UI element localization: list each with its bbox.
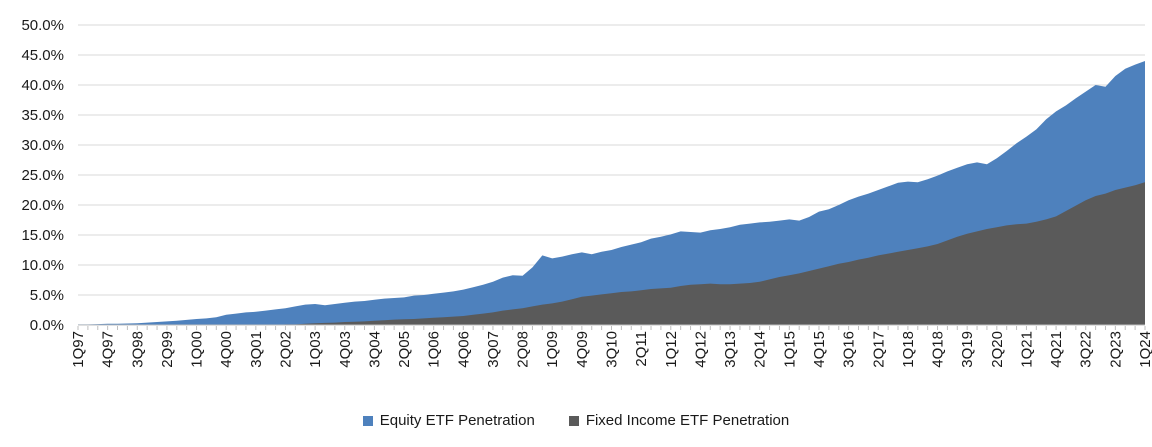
fixed-income-legend-label: Fixed Income ETF Penetration	[585, 412, 790, 429]
x-axis-tick-label: 4Q18	[930, 331, 947, 368]
x-axis-tick-label: 3Q10	[604, 331, 621, 368]
y-axis-tick-label: 25.0%	[21, 167, 64, 184]
x-axis-tick-label: 2Q08	[515, 331, 532, 368]
equity-legend-swatch	[362, 415, 373, 426]
x-axis-tick-label: 4Q12	[692, 331, 709, 368]
x-axis-tick-label: 1Q03	[307, 331, 324, 368]
x-axis-tick-label: 4Q00	[218, 331, 235, 368]
x-axis-tick-label: 2Q02	[277, 331, 294, 368]
x-axis-tick-label: 3Q22	[1078, 331, 1095, 368]
x-axis-tick-label: 3Q19	[959, 331, 976, 368]
x-axis-tick-label: 2Q17	[870, 331, 887, 368]
x-axis-tick-label: 1Q24	[1137, 331, 1152, 368]
x-axis-tick-label: 1Q00	[189, 331, 206, 368]
x-axis-tick-label: 4Q06	[455, 331, 472, 368]
x-axis-tick-label: 4Q21	[1048, 331, 1065, 368]
y-axis-tick-label: 40.0%	[21, 77, 64, 94]
x-axis-tick-label: 4Q15	[811, 331, 828, 368]
y-axis-tick-label: 35.0%	[21, 107, 64, 124]
x-axis-tick-label: 3Q16	[841, 331, 858, 368]
x-axis-tick-label: 2Q05	[396, 331, 413, 368]
equity-legend-label: Equity ETF Penetration	[379, 412, 535, 429]
y-axis-tick-label: 20.0%	[21, 197, 64, 214]
x-axis-tick-label: 2Q99	[159, 331, 176, 368]
x-axis-tick-label: 2Q11	[633, 331, 650, 367]
chart-legend: Equity ETF Penetration Fixed Income ETF …	[0, 394, 1152, 447]
x-axis-tick-label: 2Q14	[752, 331, 769, 368]
x-axis-tick-label: 3Q04	[366, 331, 383, 368]
y-axis-tick-label: 50.0%	[21, 17, 64, 34]
x-axis-tick-label: 4Q97	[100, 331, 117, 368]
x-axis-tick-label: 1Q18	[900, 331, 917, 368]
x-axis-tick-label: 3Q13	[722, 331, 739, 368]
x-axis-tick-label: 1Q97	[70, 331, 87, 368]
x-axis-tick-label: 3Q98	[129, 331, 146, 368]
x-axis-tick-label: 1Q09	[544, 331, 561, 368]
x-axis-tick-label: 4Q03	[337, 331, 354, 368]
legend-item-equity: Equity ETF Penetration	[362, 412, 535, 429]
x-axis-tick-label: 2Q20	[989, 331, 1006, 368]
chart-canvas: 0.0% 5.0% 10.0% 15.0% 20.0% 25.0% 30.0% 35.0% 40…	[21, 17, 1152, 368]
x-axis-tick-label: 2Q23	[1107, 331, 1124, 368]
y-axis-tick-label: 45.0%	[21, 47, 64, 64]
x-axis-tick-label: 1Q21	[1018, 331, 1035, 368]
y-axis-tick-label: 5.0%	[30, 287, 64, 304]
y-axis-tick-label: 0.0%	[30, 317, 64, 334]
fixed-income-legend-swatch	[568, 415, 579, 426]
fixed-income-area	[78, 182, 1145, 325]
y-axis-tick-label: 10.0%	[21, 257, 64, 274]
legend-item-fixed-income: Fixed Income ETF Penetration	[568, 412, 790, 429]
x-axis-tick-label: 1Q06	[426, 331, 443, 368]
y-axis-tick-label: 15.0%	[21, 227, 64, 244]
x-axis-tick-label: 3Q01	[248, 331, 265, 368]
x-axis-tick-label: 4Q09	[574, 331, 591, 368]
x-axis-tick-label: 1Q12	[663, 331, 680, 368]
y-axis-tick-label: 30.0%	[21, 137, 64, 154]
x-axis-tick-label: 3Q07	[485, 331, 502, 368]
plot-area: 0.0% 5.0% 10.0% 15.0% 20.0% 25.0% 30.0% 35.0% 40…	[21, 17, 1152, 368]
x-axis-tick-label: 1Q15	[781, 331, 798, 368]
